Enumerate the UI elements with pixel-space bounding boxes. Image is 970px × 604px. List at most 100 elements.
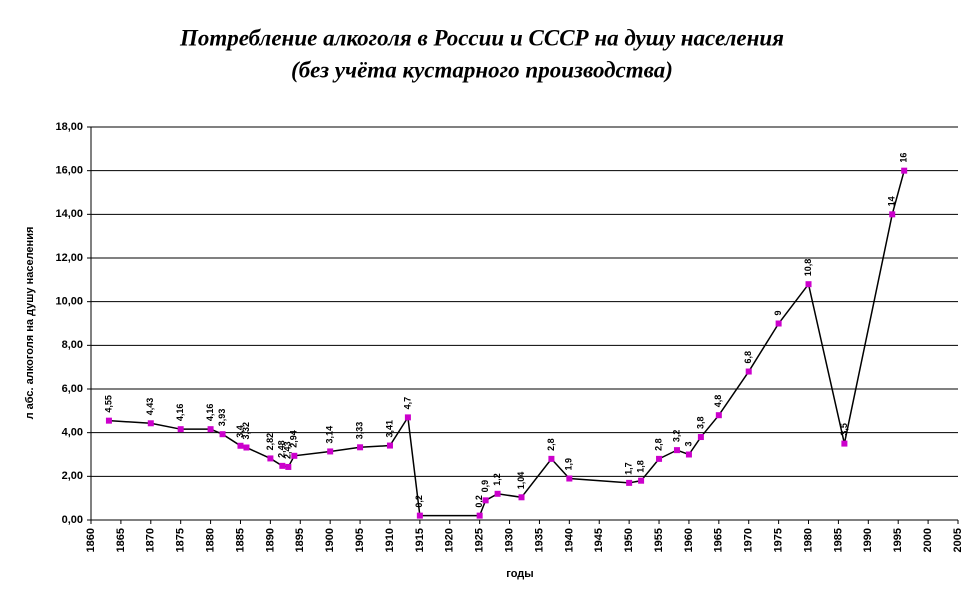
x-tick-label: 1910 <box>384 528 396 552</box>
data-point <box>775 320 782 327</box>
data-label: 2,8 <box>546 438 556 451</box>
x-tick-label: 1945 <box>593 528 605 552</box>
data-label: 4,8 <box>713 395 723 408</box>
x-tick-label: 1955 <box>653 528 665 552</box>
x-tick-label: 1990 <box>862 528 874 552</box>
data-line <box>108 170 905 517</box>
data-label: 3,41 <box>384 420 394 438</box>
data-label: 3,32 <box>241 422 251 440</box>
x-tick-label: 1905 <box>354 528 366 552</box>
data-label: 4,16 <box>205 404 215 422</box>
x-tick-label: 1980 <box>802 528 814 552</box>
data-point <box>285 463 292 470</box>
data-point <box>548 455 555 462</box>
y-tick-label: 6,00 <box>62 383 83 395</box>
data-label: 3,33 <box>354 422 364 440</box>
data-point <box>404 414 411 421</box>
x-tick-label: 1885 <box>234 528 246 552</box>
x-tick-label: 1900 <box>324 528 336 552</box>
data-label: 2,43 <box>283 441 293 459</box>
x-tick-label: 1950 <box>623 528 635 552</box>
data-label: 0,9 <box>480 480 490 493</box>
data-point <box>566 475 573 482</box>
chart-title: Потребление алкоголя в России и СССР на … <box>179 25 784 50</box>
x-tick-label: 1970 <box>743 528 755 552</box>
x-tick-label: 2005 <box>952 528 964 552</box>
x-tick-label: 1920 <box>444 528 456 552</box>
data-point <box>715 412 722 419</box>
data-point <box>518 494 525 501</box>
data-point <box>841 440 848 447</box>
data-label: 14 <box>887 196 897 206</box>
data-point <box>494 490 501 497</box>
data-label: 1,7 <box>624 462 634 475</box>
data-point <box>147 420 154 427</box>
data-label: 1,04 <box>516 472 526 490</box>
data-point <box>357 444 364 451</box>
y-tick-label: 18,00 <box>55 121 83 133</box>
y-tick-label: 14,00 <box>55 208 83 220</box>
data-point <box>416 512 423 519</box>
y-tick-label: 12,00 <box>55 252 83 264</box>
data-label: 3,93 <box>217 409 227 427</box>
x-tick-label: 1965 <box>713 528 725 552</box>
x-tick-label: 1895 <box>294 528 306 552</box>
x-axis-title: годы <box>506 568 533 580</box>
data-label: 16 <box>899 153 909 163</box>
data-point <box>177 426 184 433</box>
data-label: 3,2 <box>671 430 681 443</box>
data-point <box>656 455 663 462</box>
y-tick-label: 10,00 <box>55 296 83 308</box>
x-tick-label: 1940 <box>563 528 575 552</box>
data-point <box>105 417 112 424</box>
data-point <box>482 497 489 504</box>
x-tick-label: 1985 <box>832 528 844 552</box>
data-point <box>243 444 250 451</box>
y-tick-label: 8,00 <box>62 339 83 351</box>
data-label: 4,16 <box>175 404 185 422</box>
y-axis-title: л абс. алкоголя на душу населения <box>24 227 36 420</box>
data-point <box>267 455 274 462</box>
data-label: 3,4 <box>235 425 245 438</box>
data-point <box>638 477 645 484</box>
x-tick-label: 1865 <box>115 528 127 552</box>
x-tick-label: 1930 <box>503 528 515 552</box>
data-point <box>279 462 286 469</box>
x-tick-label: 1860 <box>85 528 97 552</box>
data-label: 10,8 <box>803 259 813 277</box>
x-tick-label: 2000 <box>922 528 934 552</box>
data-label: 3,5 <box>839 423 849 436</box>
x-tick-label: 1960 <box>683 528 695 552</box>
data-point <box>386 442 393 449</box>
data-label: 2,8 <box>653 438 663 451</box>
data-point <box>697 434 704 441</box>
data-point <box>901 167 908 174</box>
x-tick-label: 1975 <box>773 528 785 552</box>
data-point <box>476 512 483 519</box>
y-tick-label: 4,00 <box>62 427 83 439</box>
y-tick-label: 2,00 <box>62 470 83 482</box>
data-label: 3,8 <box>695 417 705 430</box>
data-point <box>207 426 214 433</box>
data-point <box>745 368 752 375</box>
data-point <box>673 447 680 454</box>
data-label: 4,43 <box>145 398 155 416</box>
chart-subtitle: (без учёта кустарного производства) <box>291 57 673 82</box>
data-label: 1,2 <box>492 473 502 486</box>
x-tick-label: 1995 <box>892 528 904 552</box>
data-label: 1,9 <box>564 458 574 471</box>
data-label: 2,48 <box>277 440 287 458</box>
y-tick-label: 0,00 <box>62 514 83 526</box>
data-label: 1,8 <box>635 460 645 473</box>
data-label: 3 <box>683 441 693 446</box>
x-tick-label: 1915 <box>414 528 426 552</box>
data-label: 0,2 <box>474 495 484 508</box>
x-tick-label: 1880 <box>204 528 216 552</box>
data-label: 4,55 <box>103 395 113 413</box>
data-label: 0,2 <box>414 495 424 508</box>
data-label: 2,82 <box>265 433 275 451</box>
data-point <box>237 442 244 449</box>
x-tick-label: 1925 <box>474 528 486 552</box>
data-label: 3,14 <box>325 426 335 444</box>
